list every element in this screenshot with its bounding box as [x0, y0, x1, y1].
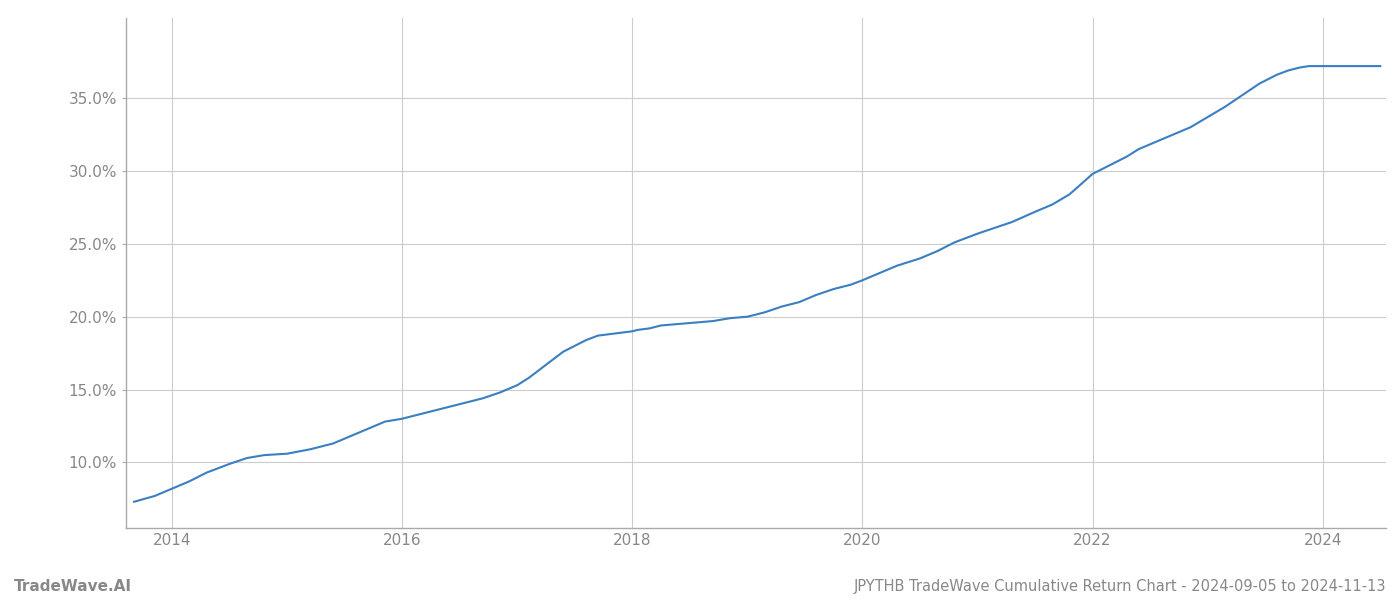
Text: JPYTHB TradeWave Cumulative Return Chart - 2024-09-05 to 2024-11-13: JPYTHB TradeWave Cumulative Return Chart… — [854, 579, 1386, 594]
Text: TradeWave.AI: TradeWave.AI — [14, 579, 132, 594]
